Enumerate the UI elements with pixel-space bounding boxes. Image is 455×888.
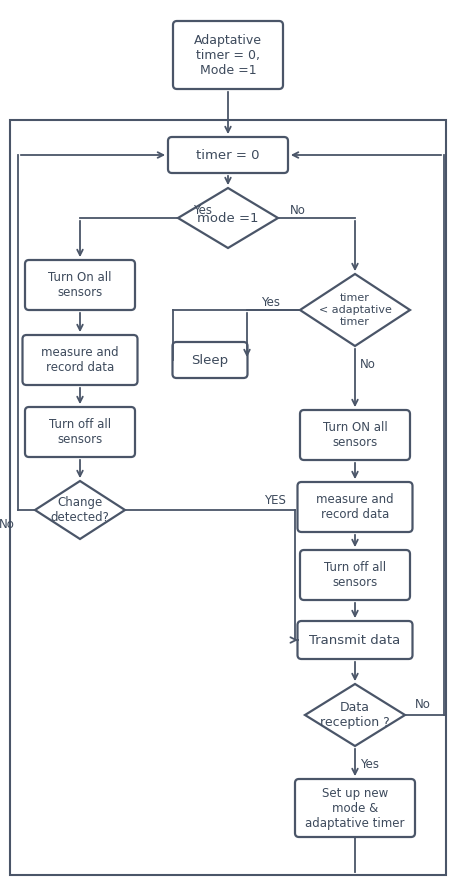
Text: measure and
record data: measure and record data [315,493,393,521]
Text: Data
reception ?: Data reception ? [319,701,389,729]
FancyBboxPatch shape [25,260,135,310]
Text: Sleep: Sleep [191,353,228,367]
Polygon shape [177,188,278,248]
Text: Change
detected?: Change detected? [51,496,109,524]
Text: No: No [359,358,375,371]
Text: Set up new
mode &
adaptative timer: Set up new mode & adaptative timer [304,787,404,829]
Text: timer = 0: timer = 0 [196,148,259,162]
Polygon shape [35,481,125,539]
FancyBboxPatch shape [299,410,409,460]
Text: No: No [414,699,430,711]
Text: Transmit data: Transmit data [308,633,400,646]
FancyBboxPatch shape [25,407,135,457]
Text: measure and
record data: measure and record data [41,346,119,374]
Text: mode =1: mode =1 [197,211,258,225]
Text: Yes: Yes [193,203,212,217]
Text: Turn off all
sensors: Turn off all sensors [49,418,111,446]
Text: Turn ON all
sensors: Turn ON all sensors [322,421,387,449]
FancyBboxPatch shape [297,482,412,532]
Text: No: No [0,519,15,532]
Polygon shape [299,274,409,346]
FancyBboxPatch shape [299,550,409,600]
Polygon shape [304,684,404,746]
Text: No: No [289,203,305,217]
FancyBboxPatch shape [172,21,283,89]
FancyBboxPatch shape [167,137,288,173]
FancyBboxPatch shape [297,621,412,659]
FancyBboxPatch shape [22,335,137,385]
FancyBboxPatch shape [172,342,247,378]
Text: Yes: Yes [359,758,378,771]
Text: YES: YES [263,494,285,506]
Text: Turn off all
sensors: Turn off all sensors [323,561,385,589]
Text: Adaptative
timer = 0,
Mode =1: Adaptative timer = 0, Mode =1 [193,34,262,76]
FancyBboxPatch shape [294,779,414,837]
Text: Turn On all
sensors: Turn On all sensors [48,271,111,299]
Text: timer
< adaptative
timer: timer < adaptative timer [318,293,390,327]
Text: Yes: Yes [260,296,279,308]
